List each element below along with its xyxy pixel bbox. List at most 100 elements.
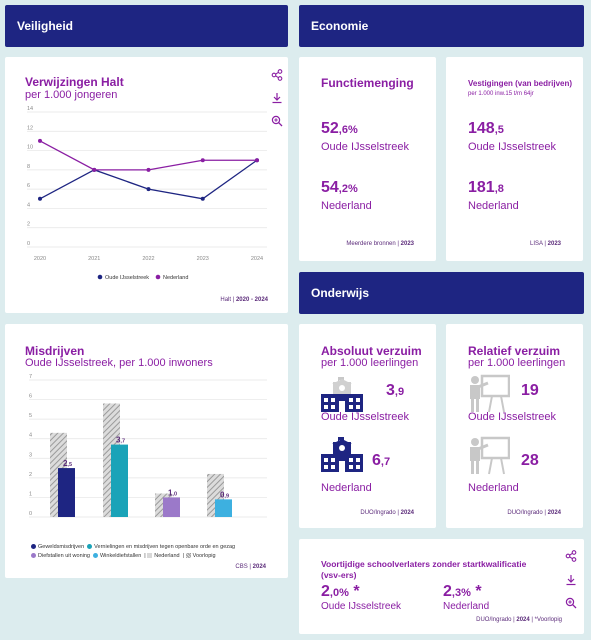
card-subtitle: Oude IJsselstreek, per 1.000 inwoners [25, 357, 213, 369]
bar-oude-ijsselstreek [58, 468, 75, 517]
x-tick-label: 2022 [142, 256, 154, 262]
data-label: 3,7 [116, 436, 125, 445]
card-subtitle: per 1.000 leerlingen [468, 357, 566, 369]
verwijzingen-line-chart: 0 2 4 6 8 10 12 14 2020 2021 2022 2023 2024 Oude IJss… [27, 106, 267, 281]
card-title: Functiemenging [321, 76, 414, 90]
download-icon[interactable] [565, 574, 577, 586]
region-label: Nederland [468, 200, 519, 212]
y-tick-label: 10 [27, 145, 33, 151]
legend-row: Diefstallen uit woning Winkeldiefstallen |… [31, 552, 271, 561]
school-icon [321, 377, 363, 412]
region-label: Nederland [468, 482, 519, 494]
y-tick-label: 7 [29, 374, 32, 380]
value-oude-ijsselstreek: 19 [521, 382, 539, 399]
data-point [200, 196, 205, 201]
section-title: Onderwijs [311, 286, 370, 300]
absoluut-verzuim-card: Absoluut verzuim per 1.000 leerlingen 3,… [299, 324, 436, 528]
data-label: 1,0 [168, 488, 177, 497]
card-source: DUO/Ingrado | 2024 [360, 510, 414, 516]
legend-separator: | [182, 553, 186, 559]
legend-marker [92, 553, 98, 559]
x-tick-label: 2020 [34, 256, 46, 262]
value-nederland: 181,8 [468, 179, 504, 196]
card-source: CBS | 2024 [235, 564, 266, 570]
data-point [200, 158, 205, 163]
legend-label: Geweldsmisdrijven [38, 544, 85, 550]
section-title: Veiligheid [17, 19, 74, 33]
bar-oude-ijsselstreek [163, 497, 180, 517]
data-point [146, 187, 151, 192]
y-tick-label: 6 [29, 394, 32, 400]
share-icon[interactable] [565, 550, 577, 562]
legend-marker [97, 274, 103, 280]
data-point [255, 158, 259, 163]
legend-row: Geweldsmisdrijven Vernielingen en misdrij… [31, 543, 271, 552]
card-source: LISA | 2023 [530, 241, 561, 247]
schoolverlaters-card: Voortijdige schoolverlaters zonder start… [299, 539, 584, 634]
legend-label: Oude IJsselstreek [105, 275, 149, 281]
legend-label: Vernielingen en misdrijven tegen openbar… [94, 544, 236, 550]
y-tick-label: 4 [29, 433, 32, 439]
misdrijven-bar-chart: 0 1 2 3 4 5 6 7 2,5 3,7 1,0 0,9 [29, 374, 267, 518]
functiemenging-card: Functiemenging 52,6% Oude IJsselstreek 5… [299, 57, 436, 261]
card-title: Verwijzingen Halt [25, 75, 124, 89]
value-oude-ijsselstreek: 2,0% * [321, 583, 360, 600]
card-subtitle: per 1.000 inw.15 t/m 64jr [468, 91, 534, 97]
legend-item: Nederland [147, 553, 180, 559]
value-oude-ijsselstreek: 148,5 [468, 120, 504, 137]
school-icon [321, 437, 363, 472]
x-tick-label: 2023 [197, 256, 209, 262]
legend-item: Vernielingen en misdrijven tegen openbar… [87, 544, 235, 550]
data-label: 2,5 [63, 459, 72, 468]
download-icon[interactable] [271, 92, 283, 104]
legend-separator: | [144, 553, 148, 559]
value-nederland: 54,2% [321, 179, 358, 196]
legend-label: Nederland [163, 275, 188, 281]
bar-oude-ijsselstreek [215, 499, 232, 517]
region-label: Nederland [443, 601, 490, 612]
region-label: Oude IJsselstreek [321, 141, 410, 153]
card-subtitle: per 1.000 jongeren [25, 89, 118, 101]
region-label: Oude IJsselstreek [321, 601, 402, 612]
data-point [38, 138, 42, 143]
legend-label: Voorlopig [192, 553, 216, 559]
misdrijven-card: Misdrijven Oude IJsselstreek, per 1.000 … [5, 324, 288, 578]
y-tick-label: 0 [29, 511, 32, 517]
region-label: Oude IJsselstreek [468, 141, 557, 153]
legend-marker [31, 544, 36, 550]
region-label: Oude IJsselstreek [321, 411, 410, 423]
y-tick-label: 2 [29, 472, 32, 478]
value-nederland: 6,7 [372, 452, 391, 469]
card-title: Voortijdige schoolverlaters zonder start… [321, 559, 527, 580]
card-title: Relatief verzuim [468, 344, 561, 358]
x-tick-label: 2024 [251, 256, 263, 262]
legend-item: Diefstallen uit woning [31, 553, 90, 559]
data-label: 0,9 [220, 490, 229, 499]
value-oude-ijsselstreek: 52,6% [321, 120, 358, 137]
legend-item: Winkeldiefstallen [92, 553, 141, 559]
y-tick-label: 0 [27, 241, 30, 247]
legend-marker [185, 553, 191, 559]
bar-oude-ijsselstreek [111, 444, 128, 517]
share-icon[interactable] [271, 69, 283, 81]
card-title: Absoluut verzuim [321, 344, 422, 358]
zoom-icon[interactable] [565, 597, 577, 609]
teacher-board-icon [470, 374, 510, 413]
legend-marker [147, 553, 153, 559]
relatief-verzuim-card: Relatief verzuim per 1.000 leerlingen 19… [446, 324, 583, 528]
card-subtitle: per 1.000 leerlingen [321, 357, 419, 369]
card-title: Vestigingen (van bedrijven) [468, 79, 573, 88]
legend-item: Geweldsmisdrijven [31, 544, 84, 550]
legend-marker [31, 553, 36, 559]
legend-label: Nederland [154, 553, 180, 559]
y-tick-label: 12 [27, 125, 33, 131]
y-tick-label: 5 [29, 413, 32, 419]
zoom-icon[interactable] [271, 115, 283, 127]
region-label: Nederland [321, 482, 372, 494]
teacher-board-icon [470, 436, 510, 475]
verwijzingen-card: Verwijzingen Halt per 1.000 jongeren 0 2 4… [5, 57, 288, 313]
section-header-onderwijs: Onderwijs [299, 272, 584, 314]
legend-label: Diefstallen uit woning [38, 553, 90, 559]
y-tick-label: 2 [27, 222, 30, 228]
card-source: DUO/Ingrado | 2024 [507, 510, 561, 516]
